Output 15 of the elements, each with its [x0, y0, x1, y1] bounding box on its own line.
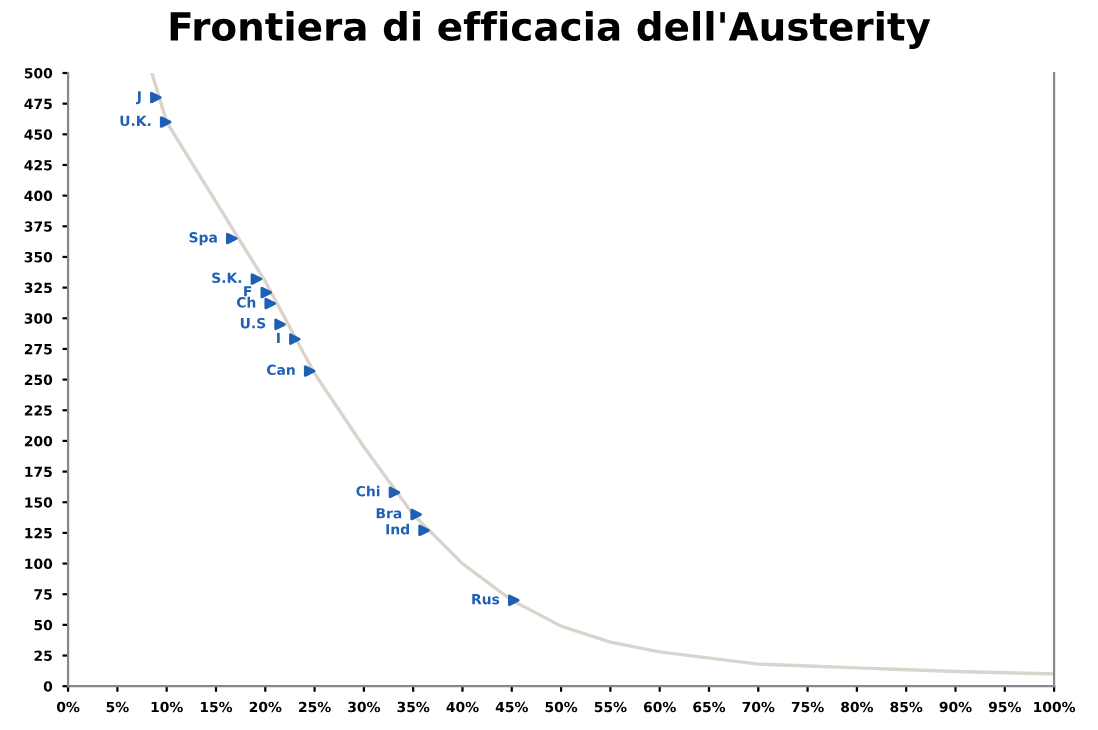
point: [159, 116, 172, 128]
point: [303, 365, 316, 377]
point: [274, 318, 286, 331]
point: [507, 594, 520, 607]
point: [260, 286, 273, 299]
point: [250, 273, 263, 285]
point: [289, 333, 301, 345]
point: [225, 232, 238, 245]
point: [388, 486, 401, 499]
point: [150, 91, 162, 104]
point: [410, 508, 422, 521]
point: [418, 524, 430, 537]
point: [264, 297, 276, 310]
line-series: [150, 73, 1055, 676]
chart-title: Frontiera di efficacia dell'Austerity: [170, 10, 931, 49]
